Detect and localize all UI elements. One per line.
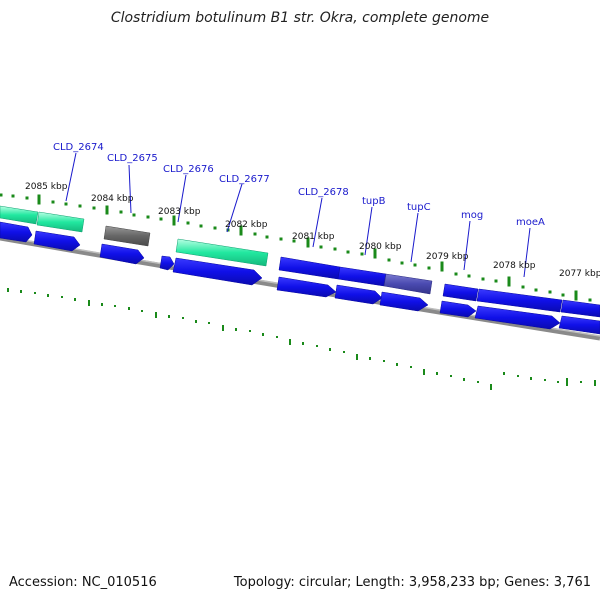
cds-arrow[interactable] bbox=[99, 243, 145, 265]
gene-leader-lines bbox=[65, 152, 531, 278]
map-title: Clostridium botulinum B1 str. Okra, comp… bbox=[111, 10, 489, 26]
kbp-label: 2078 kbp bbox=[493, 261, 536, 271]
feature-track-lower bbox=[0, 221, 600, 335]
major-tick bbox=[105, 205, 109, 215]
gene-label[interactable]: CLD_2676 bbox=[163, 164, 214, 175]
major-tick bbox=[574, 290, 578, 301]
cds-arrow[interactable] bbox=[33, 230, 81, 252]
major-tick bbox=[440, 261, 444, 272]
cds-arrow[interactable] bbox=[0, 221, 33, 243]
kbp-label: 2081 kbp bbox=[292, 232, 335, 242]
gene-labels: CLD_2674 CLD_2675 CLD_2676 CLD_2677 CLD_… bbox=[53, 142, 545, 228]
major-tick bbox=[172, 215, 176, 226]
gene-feature[interactable] bbox=[383, 273, 433, 295]
kbp-label: 2082 kbp bbox=[225, 220, 268, 230]
feature-track-upper bbox=[0, 205, 600, 318]
major-tick bbox=[239, 225, 243, 236]
gene-label[interactable]: mog bbox=[461, 210, 483, 221]
kbp-label: 2080 kbp bbox=[359, 242, 402, 252]
gene-feature[interactable] bbox=[337, 266, 387, 287]
major-tick bbox=[507, 276, 511, 287]
gene-feature[interactable] bbox=[175, 238, 269, 267]
gene-feature[interactable] bbox=[476, 288, 563, 313]
lower-tick-ring bbox=[7, 288, 596, 390]
cds-arrow[interactable] bbox=[379, 291, 429, 312]
pseudogene-feature[interactable] bbox=[103, 225, 151, 247]
accession-text: Accession: NC_010516 bbox=[9, 575, 157, 590]
gene-label[interactable]: CLD_2674 bbox=[53, 142, 104, 153]
kbp-label: 2083 kbp bbox=[158, 207, 201, 217]
kbp-label: 2079 kbp bbox=[426, 252, 469, 262]
kbp-label: 2085 kbp bbox=[25, 182, 68, 192]
major-tick bbox=[373, 248, 377, 259]
cds-arrow[interactable] bbox=[276, 276, 337, 298]
gene-feature[interactable] bbox=[560, 299, 600, 318]
cds-arrow[interactable] bbox=[558, 315, 600, 335]
genome-summary-text: Topology: circular; Length: 3,958,233 bp… bbox=[233, 575, 591, 590]
kbp-label: 2084 kbp bbox=[91, 194, 134, 204]
gene-label[interactable]: tupB bbox=[362, 196, 386, 207]
gene-feature[interactable] bbox=[36, 211, 85, 233]
major-tick bbox=[306, 237, 310, 248]
gene-feature[interactable] bbox=[278, 256, 341, 280]
cds-arrow[interactable] bbox=[474, 305, 561, 330]
gene-label[interactable]: CLD_2677 bbox=[219, 174, 270, 185]
gene-feature[interactable] bbox=[0, 205, 39, 225]
cds-arrow[interactable] bbox=[172, 257, 263, 286]
gene-label[interactable]: CLD_2678 bbox=[298, 187, 349, 198]
kbp-labels: 2085 kbp 2084 kbp 2083 kbp 2082 kbp 2081… bbox=[25, 182, 600, 279]
kbp-label: 2077 kbp bbox=[559, 269, 600, 279]
gene-label[interactable]: tupC bbox=[407, 202, 431, 213]
major-tick bbox=[37, 194, 41, 205]
gene-label[interactable]: CLD_2675 bbox=[107, 153, 158, 164]
cds-arrow[interactable] bbox=[439, 300, 477, 318]
gene-label[interactable]: moeA bbox=[516, 217, 545, 228]
gene-feature[interactable] bbox=[442, 283, 479, 302]
cds-arrow[interactable] bbox=[159, 255, 175, 271]
cds-arrow[interactable] bbox=[334, 284, 383, 305]
upper-tick-ring bbox=[0, 193, 592, 302]
